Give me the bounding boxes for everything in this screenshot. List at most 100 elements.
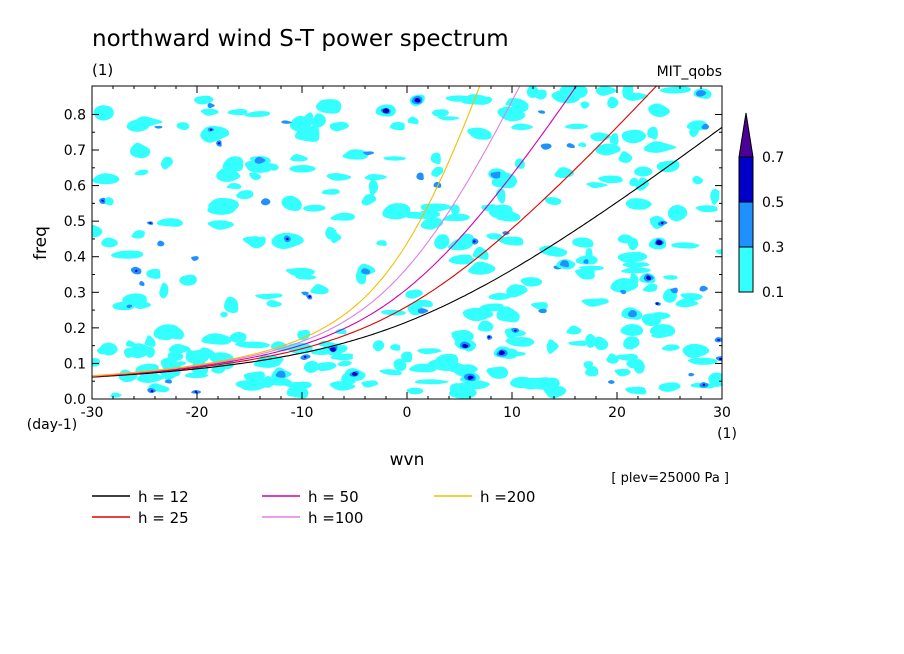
contour-patch — [568, 340, 587, 346]
contour-patch — [488, 292, 513, 300]
contour-patch — [647, 126, 658, 140]
colorbar-swatch — [738, 156, 754, 203]
contour-patch — [126, 304, 133, 309]
x-tick-label: 20 — [608, 405, 626, 421]
contour-patch — [511, 123, 533, 131]
contour-patch — [260, 198, 271, 206]
contour-patch — [303, 360, 319, 374]
contour-patch — [297, 329, 311, 341]
contour-patch — [194, 95, 214, 105]
contour-patch — [486, 233, 503, 240]
contour-patch — [586, 182, 608, 188]
colorbar-swatch — [738, 201, 754, 248]
contour-patch — [486, 366, 509, 379]
contour-patch — [92, 224, 103, 238]
contour-patch — [581, 298, 609, 307]
contour-patch — [382, 203, 411, 220]
colorbar-label: 0.3 — [762, 240, 784, 256]
contour-patch — [609, 133, 619, 145]
contour-patch — [695, 205, 718, 213]
contour-patch — [130, 300, 152, 309]
contour-patch — [544, 197, 562, 206]
contour-patch — [414, 379, 449, 385]
contour-patch — [595, 86, 617, 96]
contour-patch — [285, 267, 315, 277]
contour-patch — [496, 306, 520, 323]
contour-patch — [626, 359, 642, 369]
contour-patch — [434, 234, 450, 250]
contour-patch — [417, 308, 429, 314]
contour-patch — [301, 291, 309, 296]
contour-patch — [311, 113, 326, 128]
contour-peak — [414, 97, 421, 103]
contour-patch — [692, 175, 704, 185]
contour-patch — [566, 143, 575, 149]
contour-patch — [310, 284, 329, 295]
contour-patch — [625, 198, 652, 210]
contour-peak — [646, 275, 651, 281]
contour-patch — [621, 267, 651, 274]
y-axis-label: freq — [31, 226, 51, 260]
contour-patch — [583, 259, 589, 264]
dispersion-curve — [92, 86, 578, 377]
contour-patch — [701, 123, 709, 130]
contour-patch — [627, 237, 639, 251]
contour-patch — [409, 363, 437, 373]
contour-patch — [136, 372, 165, 383]
contour-patch — [304, 112, 314, 125]
y-unit-label: (day-1) — [27, 417, 77, 433]
legend-label: h = 12 — [138, 488, 189, 506]
contour-patch — [431, 166, 444, 177]
contour-patch — [572, 237, 594, 248]
contour-patch — [159, 282, 169, 299]
annotation-plev: [ plev=25000 Pa ] — [611, 471, 729, 486]
contour-patch — [134, 169, 149, 176]
contour-patch — [618, 151, 633, 163]
contour-patch — [315, 99, 342, 114]
contour-patch — [308, 295, 311, 298]
contour-patch — [364, 174, 388, 181]
contour-patch — [389, 121, 405, 131]
contour-patch — [379, 369, 402, 376]
contour-patch — [715, 249, 722, 255]
contour-patch — [689, 120, 700, 138]
y-tick-label: 0.3 — [64, 285, 86, 301]
contour-patch — [583, 361, 594, 369]
contour-peak — [382, 108, 390, 114]
contour-patch — [462, 380, 490, 390]
contour-patch — [376, 240, 387, 246]
contour-patch — [629, 272, 639, 287]
contour-patch — [330, 212, 355, 221]
dispersion-curve — [92, 86, 658, 378]
contour-patch — [579, 265, 604, 271]
contour-patch — [220, 311, 228, 318]
contour-patch — [566, 325, 582, 335]
contour-patch — [289, 165, 316, 173]
contour-patch — [176, 122, 190, 131]
y-tick-label: 0.1 — [64, 356, 86, 372]
contour-patch — [496, 188, 506, 204]
contour-peak — [695, 90, 707, 97]
contour-patch — [606, 353, 619, 364]
colorbar-label: 0.5 — [762, 195, 784, 211]
y-tick-label: 0.6 — [64, 179, 86, 195]
contour-patch — [608, 380, 615, 384]
contour-patch — [244, 111, 271, 118]
contour-patch — [111, 250, 144, 259]
contour-patch — [595, 143, 621, 156]
dispersion-curve — [92, 86, 481, 377]
contour-patch — [592, 336, 609, 351]
contour-patch — [227, 108, 248, 116]
contour-patch — [671, 242, 700, 249]
contour-patch — [321, 188, 340, 195]
contour-patch — [337, 360, 352, 367]
x-tick-label: 30 — [713, 405, 731, 421]
contour-patch — [93, 173, 113, 183]
contour-patch — [260, 377, 278, 384]
contour-patch — [643, 141, 677, 153]
contour-patch — [529, 377, 554, 390]
contour-patch — [405, 289, 423, 299]
chart-title: northward wind S-T power spectrum — [92, 26, 509, 52]
contour-peak — [361, 268, 371, 275]
